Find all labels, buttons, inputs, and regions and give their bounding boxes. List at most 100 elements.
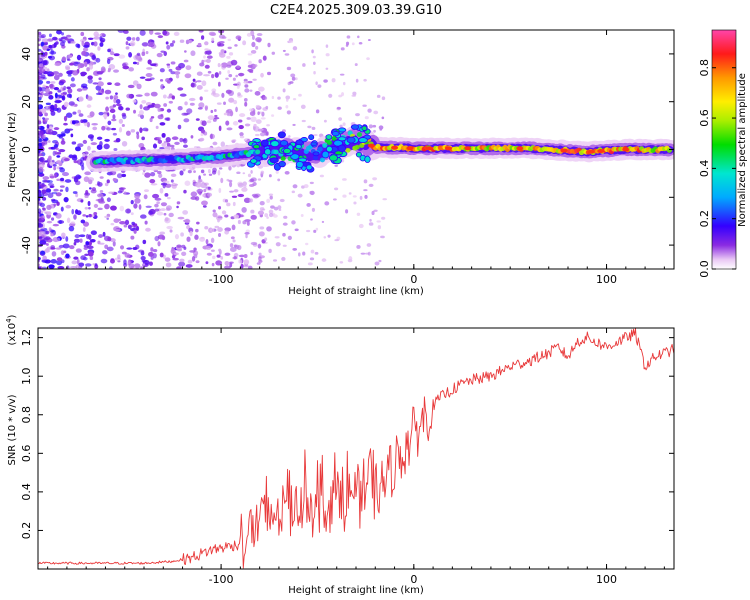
spectrogram-noise-dot — [285, 105, 289, 109]
spectrogram-noise-dot — [237, 119, 243, 123]
spectrogram-noise-dot — [53, 166, 57, 171]
snr-x-ticks: -100 0 100 — [47, 328, 665, 586]
spectrogram-noise-dot — [287, 235, 292, 241]
spectrogram-noise-dot — [224, 252, 231, 256]
spectrogram-noise-dot — [128, 263, 135, 269]
spectrogram-noise-dot — [63, 250, 67, 254]
spectrogram-noise-dot — [194, 80, 198, 83]
spectrogram-noise-dot — [119, 205, 125, 212]
spectrogram-noise-dot — [118, 106, 124, 111]
spectrogram-noise-dot — [93, 211, 98, 216]
spectrogram-noise-dot — [113, 69, 120, 73]
spectrogram-noise-dot — [277, 205, 282, 210]
spectrogram-noise-dot — [38, 216, 42, 219]
spectrogram-noise-dot — [48, 227, 52, 231]
spectrogram-noise-dot — [141, 42, 149, 47]
spectrogram-noise-dot — [367, 38, 371, 42]
spectrogram-noise-dot — [183, 144, 188, 148]
spectrogram-noise-dot — [154, 208, 159, 212]
spectrogram-noise-dot — [125, 107, 130, 111]
spectrogram-noise-dot — [196, 221, 200, 225]
spectrogram-noise-dot — [200, 236, 205, 239]
spectrogram-noise-dot — [78, 96, 84, 102]
spectrogram-noise-dot — [250, 49, 257, 54]
spectrogram-noise-dot — [136, 225, 140, 232]
spectrogram-noise-dot — [147, 104, 155, 108]
spectrogram-noise-dot — [179, 258, 185, 263]
spectrogram-noise-dot — [86, 67, 90, 72]
spectrogram-noise-dot — [366, 57, 370, 61]
spectrogram-noise-dot — [324, 201, 330, 206]
spectrogram-noise-dot — [112, 240, 116, 247]
spectrogram-noise-dot — [48, 264, 55, 269]
spectrogram-noise-dot — [238, 259, 243, 264]
spectrogram-noise-dot — [249, 89, 253, 92]
spectrogram-noise-dot — [71, 208, 75, 215]
spectrogram-noise-dot — [181, 112, 189, 116]
spectrogram-noise-dot — [233, 99, 238, 105]
spectrogram-noise-dot — [89, 111, 95, 117]
spectrogram-noise-dot — [229, 246, 237, 253]
spectrogram-noise-dot — [67, 128, 74, 131]
spectrogram-noise-dot — [45, 230, 50, 235]
spectrogram-noise-dot — [80, 199, 84, 203]
spectrogram-noise-dot — [163, 212, 167, 216]
spectrogram-noise-dot — [73, 160, 79, 164]
spectrogram-noise-dot — [90, 239, 96, 243]
spectrogram-noise-dot — [221, 36, 227, 39]
spectrogram-noise-dot — [38, 116, 42, 121]
spectrogram-noise-dot — [106, 217, 109, 220]
spectrogram-noise-dot — [109, 266, 113, 269]
spectrogram-x-tick-label: -100 — [209, 273, 234, 286]
spectrogram-noise-dot — [68, 54, 73, 59]
spectrogram-noise-dot — [198, 30, 204, 33]
spectrogram-noise-dot — [177, 216, 185, 220]
spectrogram-noise-dot — [126, 247, 133, 250]
spectrogram-noise-dot — [218, 248, 222, 252]
spectrogram-noise-dot — [104, 138, 110, 142]
spectrogram-noise-dot — [38, 208, 42, 214]
spectrogram-noise-dot — [164, 217, 169, 222]
spectrogram-noise-dot — [113, 94, 119, 100]
spectrogram-noise-dot — [53, 203, 57, 207]
spectrogram-noise-dot — [54, 72, 58, 77]
spectrogram-noise-dot — [145, 205, 152, 208]
spectrogram-noise-dot — [205, 245, 212, 250]
spectrogram-noise-dot — [88, 64, 94, 70]
spectrogram-noise-dot — [292, 248, 298, 251]
spectrogram-noise-dot — [212, 141, 218, 146]
spectrogram-noise-dot — [145, 51, 149, 55]
spectrogram-noise-dot — [218, 187, 222, 193]
spectrogram-noise-dot — [238, 254, 246, 258]
spectrogram-noise-dot — [115, 103, 122, 107]
spectrogram-noise-dot — [292, 123, 296, 127]
spectrogram-noise-dot — [85, 233, 90, 240]
spectrogram-noise-dot — [291, 76, 296, 81]
spectrogram-noise-dot — [110, 222, 115, 226]
spectrogram-noise-dot — [48, 95, 54, 100]
spectrogram-noise-dot — [113, 218, 120, 223]
spectrogram-noise-dot — [310, 218, 313, 221]
spectrogram-noise-dot — [73, 256, 79, 260]
spectrogram-noise-dot — [368, 222, 374, 226]
spectrogram-noise-dot — [95, 57, 101, 63]
spectrogram-noise-dot — [51, 251, 57, 257]
spectrogram-noise-dot — [115, 138, 121, 143]
spectrogram-noise-dot — [86, 95, 93, 101]
spectrogram-noise-dot — [294, 77, 298, 81]
spectrogram-noise-dot — [139, 127, 143, 133]
spectrogram-noise-dot — [89, 255, 94, 261]
spectrogram-track-cell — [354, 144, 360, 150]
spectrogram-noise-dot — [60, 177, 65, 182]
spectrogram-noise-dot — [199, 137, 205, 142]
spectrogram-noise-dot — [266, 198, 271, 204]
spectrogram-noise-dot — [51, 36, 58, 41]
spectrogram-noise-dot — [150, 63, 157, 67]
spectrogram-noise-dot — [45, 248, 49, 253]
spectrogram-noise-dot — [82, 119, 88, 123]
spectrogram-noise-dot — [109, 170, 117, 176]
snr-y-tick-label: 0.8 — [20, 406, 33, 424]
spectrogram-noise-dot — [200, 35, 205, 40]
spectrogram-noise-dot — [149, 178, 156, 184]
spectrogram-noise-dot — [257, 111, 260, 116]
